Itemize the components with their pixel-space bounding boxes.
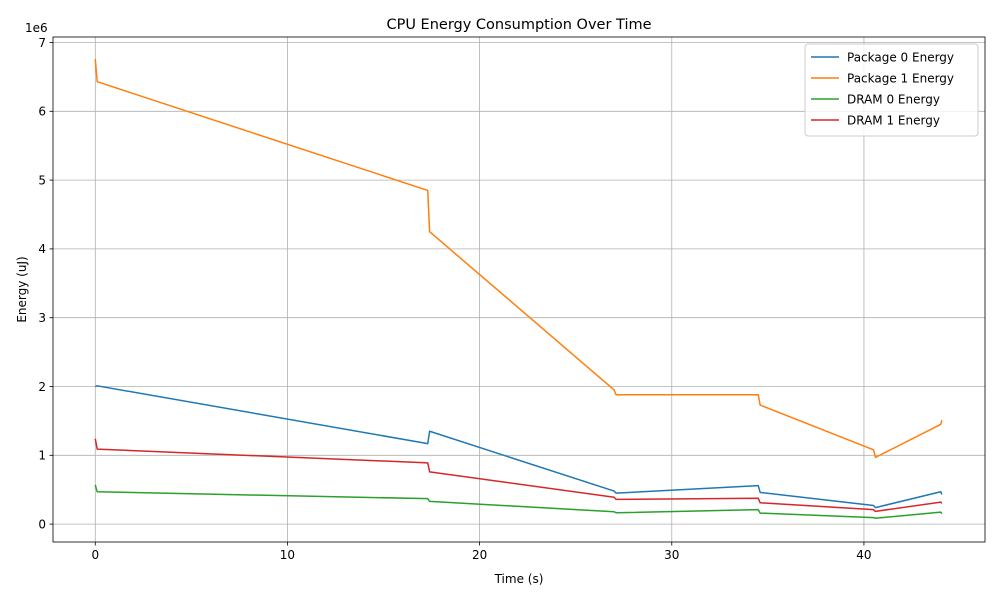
y-axis-ticks: 0 1 2 3 4 5 6 7 [38,36,53,531]
y-tick-label: 7 [38,36,46,50]
series-line [94,484,943,520]
y-tick-label: 5 [38,173,46,187]
y-tick-label: 6 [38,105,46,119]
x-tick-label: 30 [664,548,679,562]
legend-entry: DRAM 0 Energy [847,92,940,106]
y-axis-label: Energy (uJ) [15,256,29,322]
y-axis-offset-label: 1e6 [25,21,48,35]
grid-lines [53,37,985,542]
chart-title: CPU Energy Consumption Over Time [386,17,651,33]
series-line [95,385,943,509]
legend: Package 0 Energy Package 1 Energy DRAM 0 E… [804,43,979,137]
x-tick-label: 20 [472,548,487,562]
series-line [94,58,943,459]
series-line [94,438,943,513]
y-tick-label: 3 [38,311,46,325]
x-axis-ticks: 0 10 20 30 40 [91,542,872,562]
series-layer [94,58,943,520]
legend-box [804,43,979,137]
plot-frame [52,36,986,543]
y-tick-label: 4 [38,242,46,256]
legend-entry: Package 0 Energy [847,50,954,64]
legend-entry: DRAM 1 Energy [847,113,940,127]
x-axis-label: Time (s) [494,572,544,586]
x-tick-label: 10 [280,548,295,562]
legend-entry: Package 1 Energy [847,71,954,85]
x-tick-label: 40 [856,548,871,562]
y-tick-label: 1 [38,449,46,463]
x-tick-label: 0 [91,548,99,562]
y-tick-label: 0 [38,517,46,531]
y-tick-label: 2 [38,380,46,394]
